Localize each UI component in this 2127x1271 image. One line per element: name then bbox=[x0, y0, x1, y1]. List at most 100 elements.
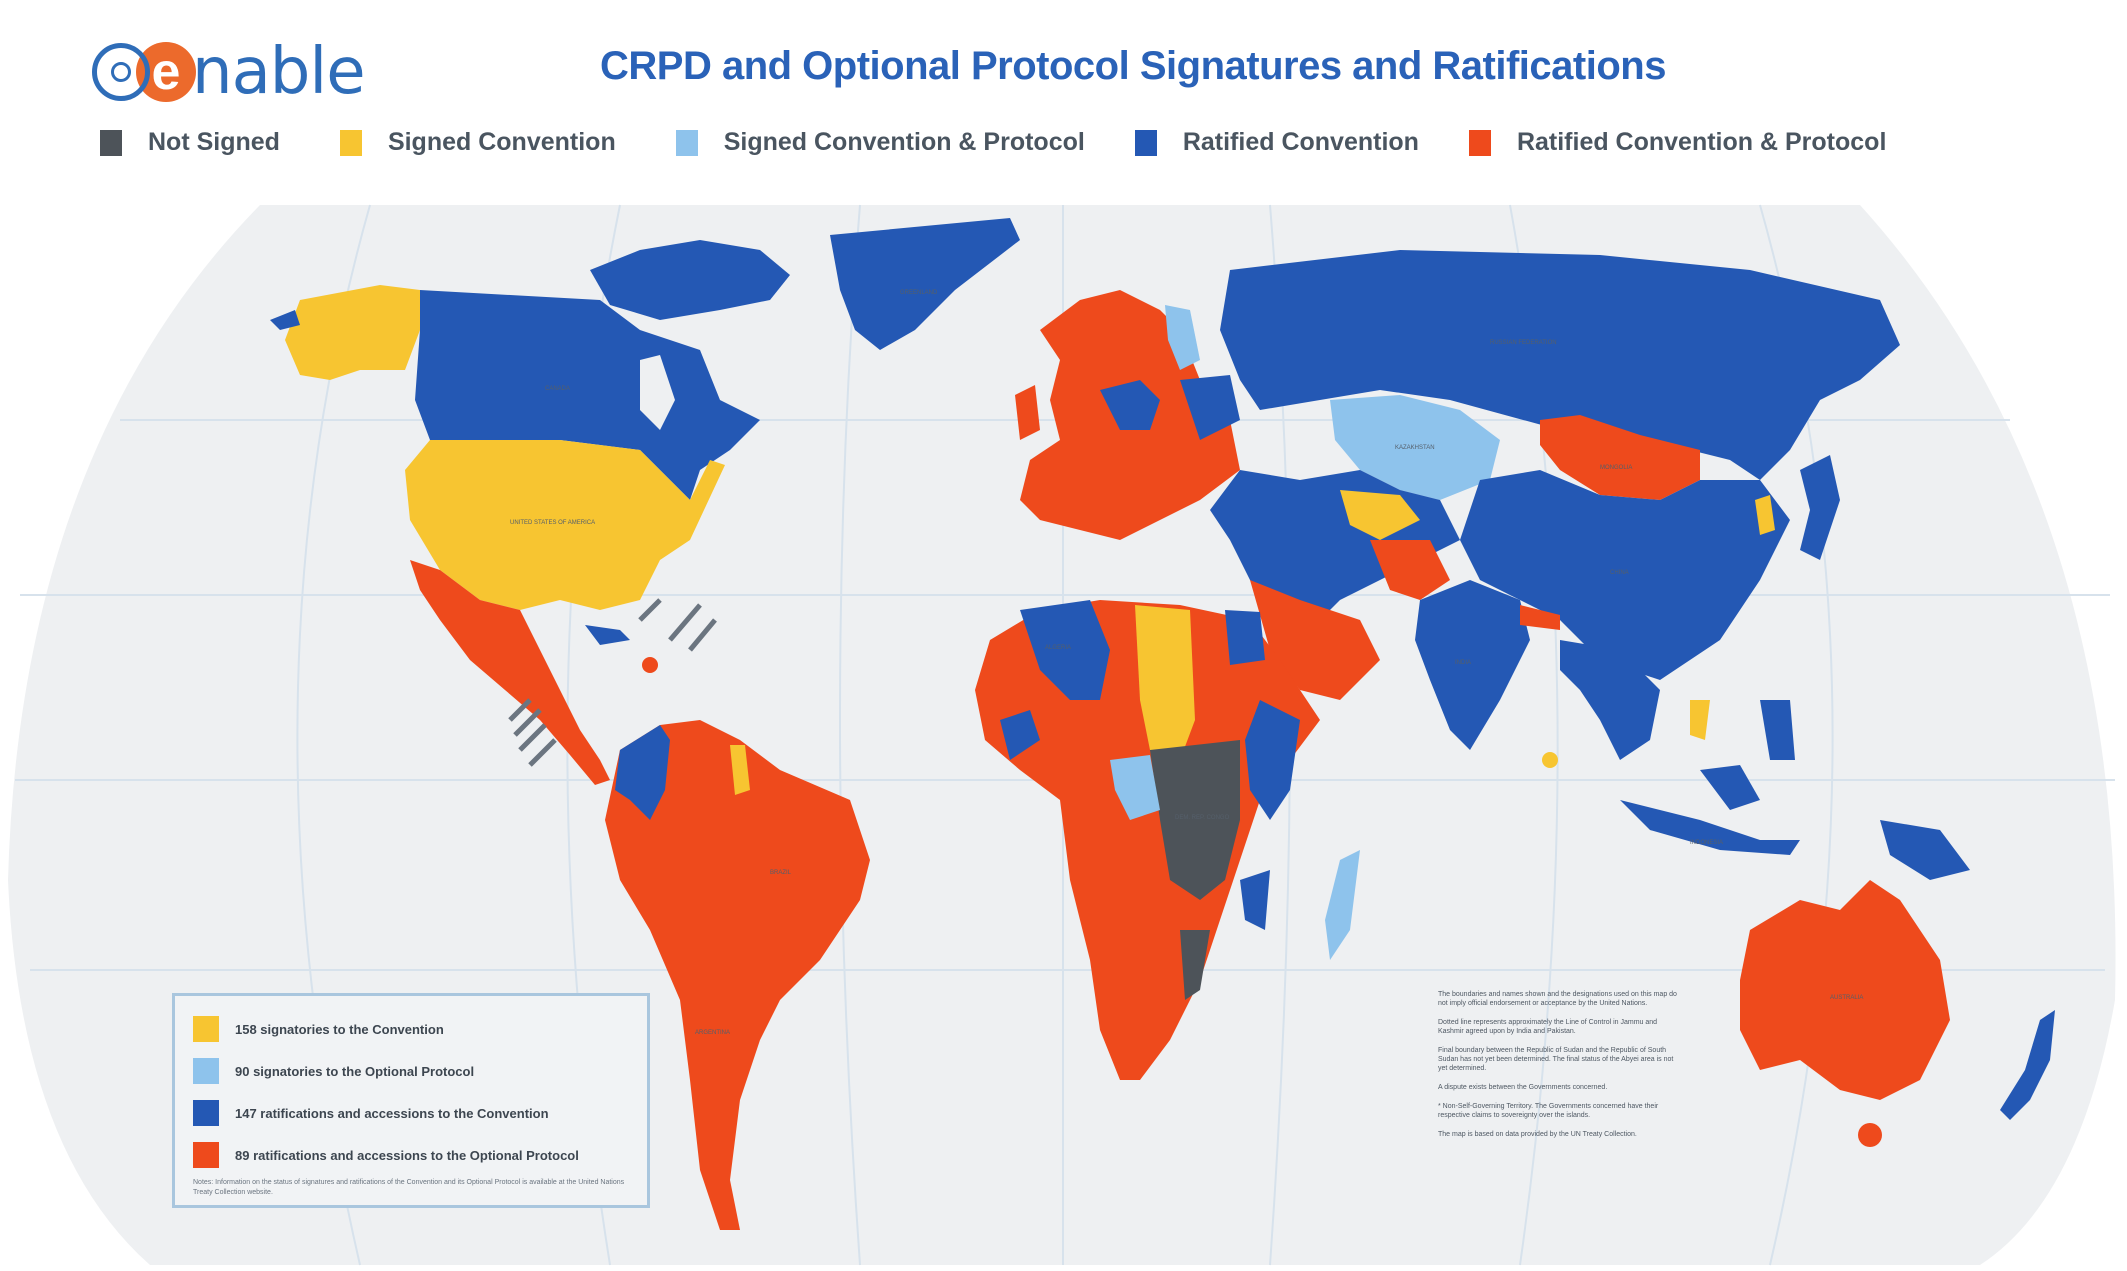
legend-swatch bbox=[193, 1058, 219, 1084]
new-zealand bbox=[2000, 1010, 2055, 1120]
usa bbox=[405, 440, 725, 610]
map-label-canada: CANADA bbox=[545, 386, 571, 392]
uzbekistan-turkmenistan bbox=[1340, 490, 1420, 540]
note-paragraph: The boundaries and names shown and the d… bbox=[1438, 991, 1677, 1007]
legend-swatch bbox=[193, 1142, 219, 1168]
south-america bbox=[605, 720, 870, 1230]
colombia bbox=[615, 725, 670, 820]
china bbox=[1460, 470, 1790, 680]
summary-legend-row: 147 ratifications and accessions to the … bbox=[193, 1094, 635, 1132]
legend-label: Signed Convention bbox=[387, 128, 616, 156]
summary-legend-text: 89 ratifications and accessions to the O… bbox=[235, 1147, 579, 1163]
enable-logo: e nable bbox=[92, 32, 366, 112]
summary-legend-row: 158 signatories to the Convention bbox=[193, 1010, 635, 1048]
cuba bbox=[585, 625, 630, 645]
summary-legend-row: 90 signatories to the Optional Protocol bbox=[193, 1052, 635, 1090]
guinea-region bbox=[1000, 710, 1040, 760]
caribbean-hatched-islands bbox=[508, 598, 717, 767]
status-legend: Not Signed Signed Convention Signed Conv… bbox=[100, 128, 1886, 157]
summary-legend-row: 89 ratifications and accessions to the O… bbox=[193, 1136, 635, 1174]
aleutian-islands bbox=[270, 310, 300, 330]
legend-swatch bbox=[1468, 129, 1491, 156]
suriname bbox=[730, 745, 750, 795]
canada bbox=[415, 290, 760, 500]
philippines bbox=[1760, 700, 1795, 760]
libya-chad bbox=[1135, 605, 1195, 760]
map-label-drc: DEM. REP. CONGO bbox=[1175, 815, 1230, 821]
vietnam bbox=[1690, 700, 1710, 740]
belarus-ukraine bbox=[1180, 375, 1240, 440]
legend-swatch bbox=[193, 1100, 219, 1126]
finland bbox=[1165, 305, 1200, 370]
legend-item-ratified-convention: Ratified Convention bbox=[1134, 128, 1419, 157]
map-label-india: INDIA bbox=[1455, 660, 1472, 666]
summary-legend-text: 90 signatories to the Optional Protocol bbox=[235, 1063, 475, 1079]
map-title: CRPD and Optional Protocol Signatures an… bbox=[600, 44, 1666, 88]
japan bbox=[1800, 455, 1840, 560]
legend-item-not-signed: Not Signed bbox=[100, 128, 280, 157]
map-header: e nable CRPD and Optional Protocol Signa… bbox=[0, 0, 2127, 190]
legend-swatch bbox=[100, 129, 122, 156]
map-label-mongolia: MONGOLIA bbox=[1600, 465, 1633, 471]
greenland bbox=[830, 218, 1020, 350]
central-africa-not-signed bbox=[1150, 740, 1240, 900]
legend-swatch bbox=[339, 129, 362, 156]
botswana-not-signed bbox=[1180, 930, 1210, 1000]
map-label-algeria: ALGERIA bbox=[1045, 645, 1072, 651]
algeria bbox=[1020, 600, 1110, 700]
map-label-china: CHINA bbox=[1610, 570, 1629, 576]
sri-lanka bbox=[1542, 752, 1558, 768]
map-label-argentina: ARGENTINA bbox=[695, 1030, 731, 1036]
note-paragraph: The map is based on data provided by the… bbox=[1438, 1131, 1637, 1138]
summary-legend-text: 147 ratifications and accessions to the … bbox=[235, 1105, 549, 1121]
dominican-republic bbox=[642, 657, 658, 673]
legend-item-ratified-convention-protocol: Ratified Convention & Protocol bbox=[1468, 128, 1886, 157]
legend-label: Ratified Convention bbox=[1182, 128, 1419, 156]
papua-new-guinea bbox=[1880, 820, 1970, 880]
map-label-kazakhstan: KAZAKHSTAN bbox=[1395, 445, 1435, 451]
legend-swatch bbox=[675, 129, 698, 156]
legend-label: Not Signed bbox=[148, 128, 280, 156]
southeast-asia bbox=[1560, 640, 1660, 760]
map-label-australia: AUSTRALIA bbox=[1830, 995, 1864, 1001]
cameroon-gabon bbox=[1110, 755, 1160, 820]
indonesia bbox=[1620, 800, 1800, 855]
map-label-indonesia: INDONESIA bbox=[1690, 840, 1724, 846]
world-map: CANADA UNITED STATES OF AMERICA RUSSIAN … bbox=[0, 190, 2127, 1271]
summary-legend-text: 158 signatories to the Convention bbox=[235, 1021, 444, 1037]
legend-item-signed-convention-protocol: Signed Convention & Protocol bbox=[675, 128, 1085, 157]
canada-arctic-islands bbox=[590, 240, 790, 320]
africa bbox=[975, 600, 1320, 1080]
madagascar bbox=[1325, 850, 1360, 960]
note-paragraph: * Non-Self-Governing Territory. The Gove… bbox=[1438, 1103, 1659, 1119]
summary-legend-note: Notes: Information on the status of sign… bbox=[193, 1179, 625, 1196]
legend-swatch bbox=[193, 1016, 219, 1042]
legend-item-signed-convention: Signed Convention bbox=[339, 128, 616, 157]
saudi-arabia bbox=[1250, 580, 1380, 700]
malawi-zimbabwe bbox=[1240, 870, 1270, 930]
legend-label: Signed Convention & Protocol bbox=[723, 128, 1085, 156]
pakistan-afghanistan bbox=[1370, 540, 1450, 600]
india bbox=[1415, 580, 1530, 750]
legend-swatch bbox=[1134, 129, 1157, 156]
note-paragraph: Dotted line represents approximately the… bbox=[1438, 1019, 1658, 1035]
map-label-usa: UNITED STATES OF AMERICA bbox=[510, 520, 596, 526]
east-africa bbox=[1245, 700, 1300, 820]
egypt bbox=[1225, 610, 1265, 665]
note-paragraph: Final boundary between the Republic of S… bbox=[1438, 1047, 1674, 1072]
mongolia bbox=[1540, 415, 1700, 500]
logo-text: nable bbox=[192, 35, 366, 109]
australia bbox=[1740, 880, 1950, 1100]
map-label-russia: RUSSIAN FEDERATION bbox=[1490, 340, 1557, 346]
mexico-central-america bbox=[410, 560, 610, 785]
alaska bbox=[285, 285, 420, 380]
map-label-brazil: BRAZIL bbox=[770, 870, 792, 876]
united-kingdom bbox=[1015, 385, 1040, 440]
un-emblem-icon bbox=[92, 43, 150, 101]
central-europe-blue bbox=[1100, 380, 1160, 430]
map-notes: The boundaries and names shown and the d… bbox=[1438, 990, 1683, 1149]
kazakhstan bbox=[1330, 395, 1500, 500]
russia bbox=[1220, 250, 1900, 480]
borneo bbox=[1700, 765, 1760, 810]
map-label-greenland: GREENLAND bbox=[900, 290, 938, 296]
